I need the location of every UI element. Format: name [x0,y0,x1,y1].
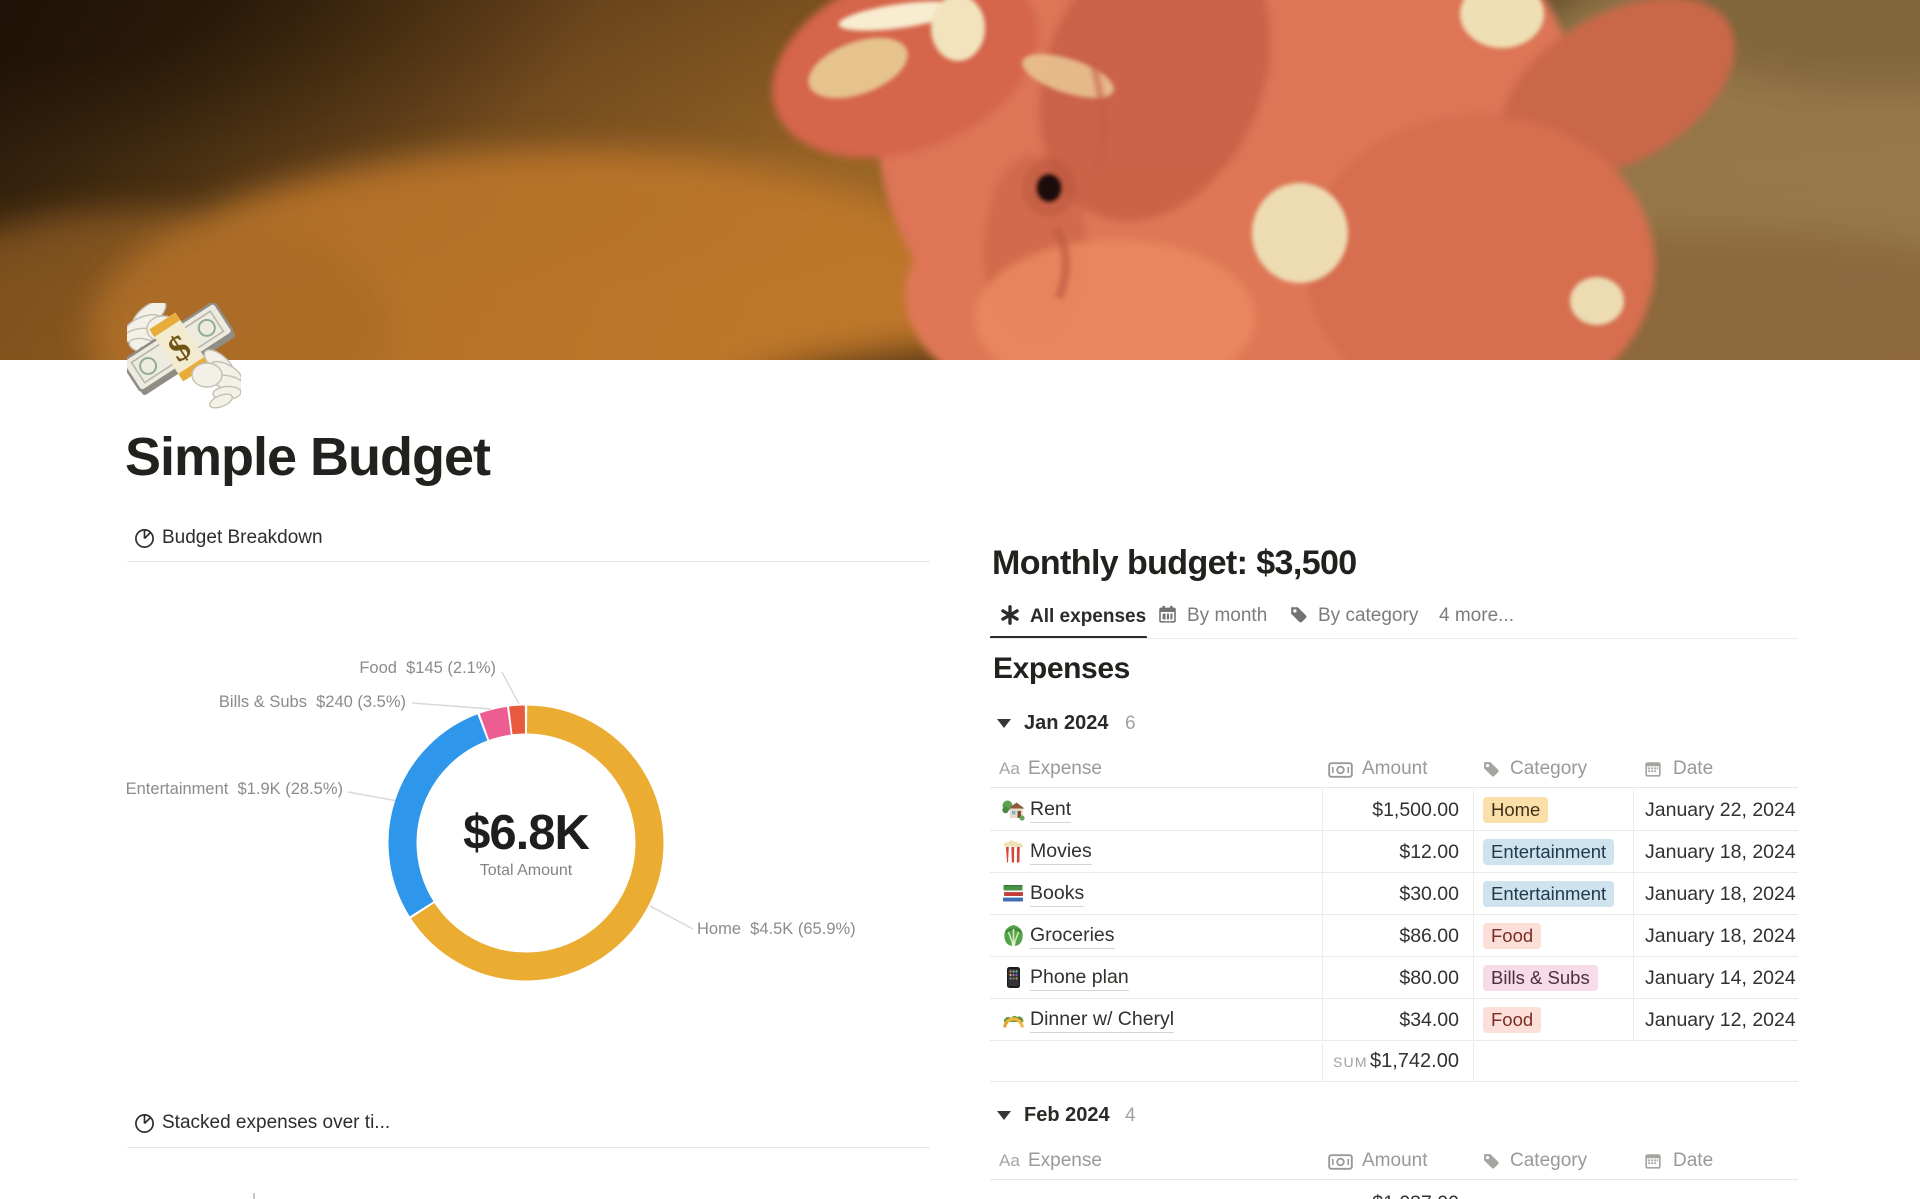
svg-text:$6.8K: $6.8K [463,806,589,860]
svg-text:Home $4.5K (65.9%): Home $4.5K (65.9%) [697,920,856,938]
svg-text:Entertainment $1.9K (28.5%): Entertainment $1.9K (28.5%) [126,780,343,798]
svg-text:Food $145 (2.1%): Food $145 (2.1%) [359,659,496,677]
svg-text:Bills & Subs $240 (3.5%): Bills & Subs $240 (3.5%) [219,693,406,711]
svg-text:Total Amount: Total Amount [480,862,573,879]
